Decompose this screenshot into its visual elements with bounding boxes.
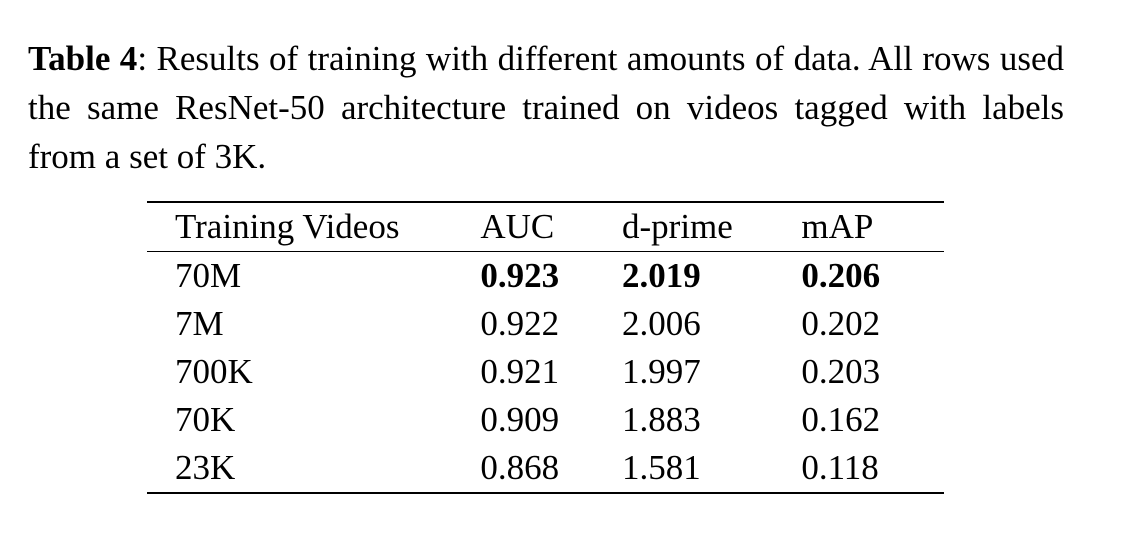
cell-dprime: 1.581 bbox=[622, 448, 701, 487]
cell-map: 0.162 bbox=[801, 400, 881, 439]
table-row: 7M 0.922 2.006 0.202 bbox=[147, 300, 944, 348]
table-row: 700K 0.921 1.997 0.203 bbox=[147, 348, 944, 396]
cell-auc: 0.921 bbox=[480, 352, 560, 391]
cell-map: 0.206 bbox=[801, 256, 881, 295]
cell-auc: 0.909 bbox=[480, 400, 560, 439]
cell-auc: 0.868 bbox=[480, 448, 560, 487]
results-table-container: Training Videos AUC d-prime mAP 70M 0.92… bbox=[147, 201, 944, 494]
table-row: 70M 0.923 2.019 0.206 bbox=[147, 252, 944, 301]
table-row: 23K 0.868 1.581 0.118 bbox=[147, 444, 944, 493]
cell-training-videos: 7M bbox=[175, 304, 224, 343]
cell-dprime: 2.006 bbox=[622, 304, 701, 343]
header-map: mAP bbox=[801, 202, 944, 252]
results-table: Training Videos AUC d-prime mAP 70M 0.92… bbox=[147, 201, 944, 494]
header-dprime: d-prime bbox=[622, 202, 802, 252]
table-caption: Table 4: Results of training with differ… bbox=[28, 34, 1064, 181]
cell-training-videos: 700K bbox=[175, 352, 253, 391]
header-auc: AUC bbox=[480, 202, 623, 252]
cell-dprime: 1.997 bbox=[622, 352, 701, 391]
caption-label: Table 4 bbox=[28, 39, 138, 78]
cell-training-videos: 23K bbox=[175, 448, 236, 487]
cell-auc: 0.923 bbox=[480, 256, 560, 295]
cell-dprime: 2.019 bbox=[622, 256, 701, 295]
cell-map: 0.202 bbox=[801, 304, 881, 343]
table-row: 70K 0.909 1.883 0.162 bbox=[147, 396, 944, 444]
cell-map: 0.203 bbox=[801, 352, 881, 391]
cell-training-videos: 70K bbox=[175, 400, 236, 439]
header-training-videos: Training Videos bbox=[147, 202, 481, 252]
table-header-row: Training Videos AUC d-prime mAP bbox=[147, 202, 944, 252]
caption-text: : Results of training with different amo… bbox=[28, 39, 1064, 176]
cell-dprime: 1.883 bbox=[622, 400, 701, 439]
cell-training-videos: 70M bbox=[175, 256, 242, 295]
cell-map: 0.118 bbox=[801, 448, 879, 487]
cell-auc: 0.922 bbox=[480, 304, 560, 343]
